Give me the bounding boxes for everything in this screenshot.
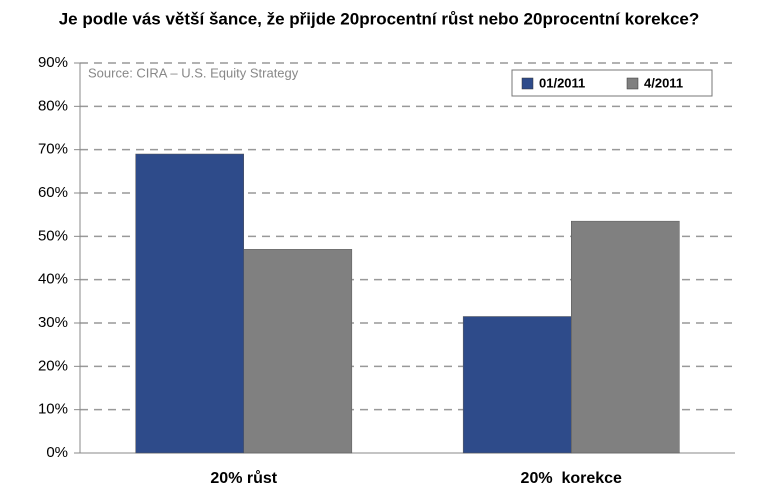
y-tick-label: 20% <box>38 357 68 374</box>
x-tick-label: 20% korekce <box>521 470 623 487</box>
y-tick-label: 90% <box>38 54 68 71</box>
legend-label: 4/2011 <box>644 75 683 90</box>
source-note: Source: CIRA – U.S. Equity Strategy <box>88 65 299 80</box>
y-tick-label: 60% <box>38 184 68 201</box>
y-tick-label: 80% <box>38 97 68 114</box>
y-tick-label: 30% <box>38 314 68 331</box>
legend-box <box>511 69 713 97</box>
y-tick-label: 40% <box>38 271 68 288</box>
chart-title: Je podle vás větší šance, že přijde 20pr… <box>59 9 700 28</box>
y-tick-label: 70% <box>38 141 68 158</box>
y-tick-label: 10% <box>38 401 68 418</box>
bar <box>135 153 244 454</box>
legend-swatch <box>626 77 639 90</box>
x-tick-label: 20% růst <box>210 470 277 487</box>
y-tick-label: 0% <box>46 444 68 461</box>
bar <box>462 316 572 454</box>
legend-swatch <box>521 77 534 90</box>
bar <box>571 220 680 454</box>
y-tick-label: 50% <box>38 227 68 244</box>
bar <box>243 249 353 454</box>
legend-label: 01/2011 <box>539 75 585 90</box>
